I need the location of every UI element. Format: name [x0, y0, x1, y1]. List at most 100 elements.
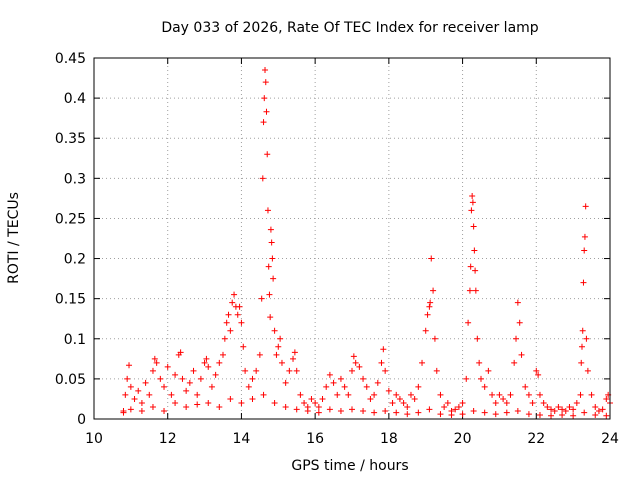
data-point [448, 407, 455, 414]
data-point [382, 367, 389, 374]
data-point-baseline [393, 409, 400, 416]
data-point [577, 391, 584, 398]
data-point-baseline [559, 411, 566, 418]
data-point [315, 403, 322, 410]
x-tick-label: 22 [527, 431, 545, 447]
data-point-baseline [426, 406, 433, 413]
data-point [393, 391, 400, 398]
data-point [138, 399, 145, 406]
data-point [208, 383, 215, 390]
data-point [419, 359, 426, 366]
data-point [396, 395, 403, 402]
data-point-baseline [382, 407, 389, 414]
data-point [308, 395, 315, 402]
data-point [471, 247, 478, 254]
data-point-baseline [127, 406, 134, 413]
data-point [371, 391, 378, 398]
data-point-baseline [183, 403, 190, 410]
data-point [179, 375, 186, 382]
data-point-baseline [371, 409, 378, 416]
data-point [422, 327, 429, 334]
data-point [452, 406, 459, 413]
data-point [467, 263, 474, 270]
data-point-baseline [592, 411, 599, 418]
data-point [360, 375, 367, 382]
data-point [578, 359, 585, 366]
data-point-baseline [536, 411, 543, 418]
data-point [513, 335, 520, 342]
data-point [380, 346, 387, 353]
y-tick-label: 0.15 [55, 292, 86, 308]
data-point [177, 349, 184, 356]
data-point [337, 375, 344, 382]
data-points [120, 67, 613, 419]
data-point [349, 367, 355, 374]
data-point-baseline [293, 406, 300, 413]
data-point-baseline [282, 403, 289, 410]
chart-title: Day 033 of 2026, Rate Of TEC Index for r… [161, 20, 538, 36]
x-axis-ticks: 10 12 14 16 18 20 22 24 [85, 58, 619, 447]
data-point-baseline [581, 409, 588, 416]
data-point [249, 375, 256, 382]
data-point [157, 375, 164, 382]
y-tick-label: 0.4 [64, 91, 86, 107]
data-point [304, 403, 311, 410]
data-point-baseline [271, 399, 278, 406]
data-point [579, 327, 586, 334]
data-point [430, 287, 437, 294]
data-point [293, 367, 300, 374]
data-point-baseline [337, 407, 344, 414]
data-point [503, 399, 510, 406]
data-point [345, 391, 352, 398]
data-point-baseline [492, 411, 499, 418]
data-point [234, 311, 241, 318]
x-tick-label: 16 [306, 431, 324, 447]
data-point-baseline [548, 412, 555, 419]
x-tick-label: 10 [85, 431, 103, 447]
data-point-baseline [514, 407, 521, 414]
data-point [476, 359, 483, 366]
data-point [172, 371, 179, 378]
data-point [592, 403, 599, 410]
data-point [120, 407, 127, 414]
data-point [468, 207, 475, 214]
data-point [242, 367, 249, 374]
data-point [262, 79, 269, 86]
data-point [290, 355, 297, 362]
data-point [427, 299, 434, 306]
data-point [570, 406, 577, 413]
y-axis-label: ROTI / TECUs [6, 192, 22, 284]
data-point-baseline [415, 409, 422, 416]
data-point [424, 311, 431, 318]
data-point [205, 363, 212, 370]
x-tick-label: 20 [454, 431, 472, 447]
data-point [465, 319, 472, 326]
y-axis-ticks: 0 0.05 0.1 0.15 0.2 0.25 0.3 0.35 0.4 0.45 [55, 51, 610, 428]
y-tick-label: 0.45 [55, 51, 86, 67]
data-point [263, 108, 270, 115]
data-point [216, 359, 223, 366]
data-point-baseline [227, 395, 234, 402]
data-point [323, 383, 330, 390]
data-point [275, 343, 282, 350]
data-point [267, 314, 274, 321]
data-point [433, 367, 440, 374]
data-point-baseline [315, 409, 322, 416]
data-point [583, 335, 590, 342]
data-point [194, 391, 201, 398]
grid [94, 58, 610, 419]
data-point [352, 359, 359, 366]
data-point-baseline [238, 399, 245, 406]
data-point [253, 367, 260, 374]
y-tick-label: 0.25 [55, 211, 86, 227]
data-point-baseline [349, 406, 355, 413]
data-point [367, 395, 374, 402]
data-point [411, 395, 418, 402]
data-point-baseline [216, 403, 223, 410]
data-point-baseline [481, 409, 488, 416]
data-point [240, 343, 247, 350]
x-tick-label: 14 [233, 431, 251, 447]
data-point [431, 335, 438, 342]
data-point [492, 399, 499, 406]
data-point [277, 335, 284, 342]
